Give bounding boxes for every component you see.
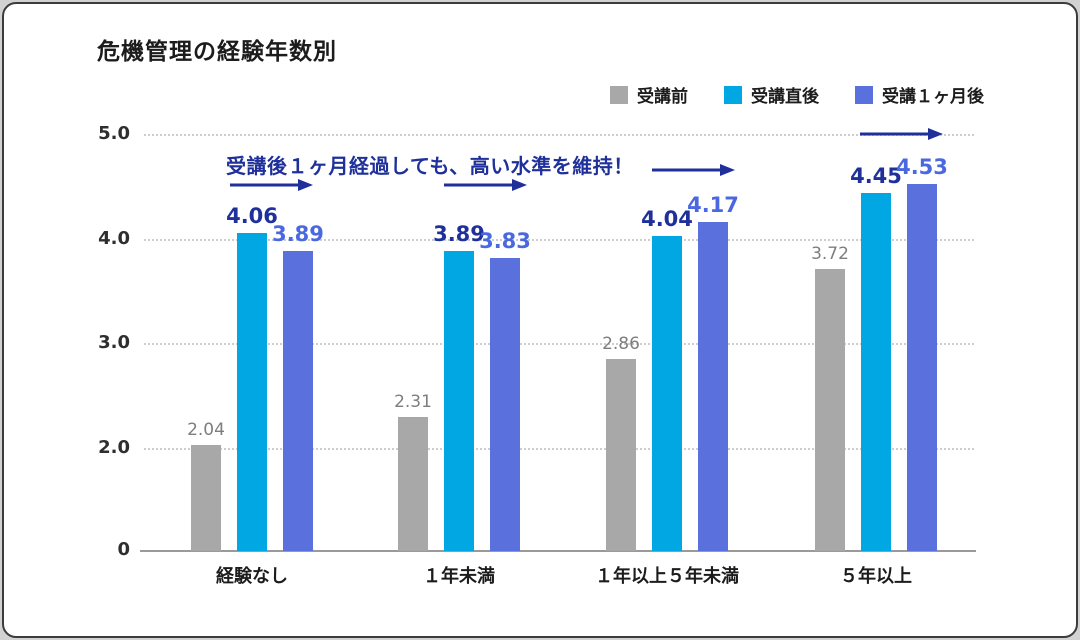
chart-title: 危機管理の経験年数別 (97, 39, 337, 65)
legend-item: 受講前 (610, 82, 688, 107)
bar-value-label: 2.04 (187, 419, 225, 440)
y-tick-label: 2.0 (98, 437, 130, 458)
bar-受講直後-経験なし (237, 233, 267, 551)
bar-value-label: 3.72 (811, 244, 849, 264)
bar-value-label: 4.06 (226, 204, 278, 229)
trend-arrow-icon (444, 179, 527, 191)
bar-受講前-１年以上５年未満 (606, 359, 636, 551)
bar-受講前-経験なし (191, 444, 221, 551)
trend-arrow-icon (860, 128, 943, 140)
legend-swatch-icon (855, 85, 873, 104)
bar-value-label: 4.17 (687, 192, 739, 217)
bar-受講前-１年未満 (398, 416, 428, 551)
bar-受講直後-５年以上 (861, 192, 891, 551)
bar-受講直後-１年未満 (444, 251, 474, 551)
y-tick-label: 5.0 (98, 123, 130, 145)
legend-swatch-icon (610, 85, 628, 104)
legend: 受講前 受講直後 受講１ヶ月後 (610, 82, 984, 107)
legend-label: 受講前 (637, 87, 688, 107)
legend-swatch-icon (724, 85, 742, 104)
bar-value-label: 4.04 (641, 206, 693, 231)
bar-value-label: 4.45 (850, 163, 902, 188)
bar-value-label: 3.83 (479, 228, 531, 253)
gridline (144, 343, 974, 346)
plot-area: 5.0 4.0 3.0 2.0 0 2.04 4.06 3.89 経験なし 2.31 3.89 3.8… (98, 123, 976, 587)
y-tick-label: 0 (117, 539, 130, 560)
bar-value-label: 2.31 (394, 391, 432, 412)
bar-受講１ヶ月後-１年以上５年未満 (698, 221, 728, 551)
bar-受講直後-１年以上５年未満 (652, 235, 682, 551)
legend-item: 受講直後 (724, 82, 819, 107)
bar-value-label: 3.89 (272, 222, 324, 247)
legend-item: 受講１ヶ月後 (855, 82, 984, 107)
bar-受講前-５年以上 (815, 269, 845, 551)
category-label: １年未満 (423, 566, 495, 587)
gridline (144, 448, 974, 450)
legend-label: 受講１ヶ月後 (882, 87, 984, 107)
annotation-text: 受講後１ヶ月経過しても、高い水準を維持！ (226, 154, 634, 178)
category-label: １年以上５年未満 (595, 566, 739, 587)
gridline (144, 134, 974, 137)
y-tick-label: 4.0 (98, 227, 130, 249)
bar-value-label: 3.89 (433, 222, 485, 247)
x-axis-line (140, 550, 976, 552)
gridline (144, 238, 974, 241)
bar-value-label: 4.53 (896, 155, 948, 180)
trend-arrow-icon (230, 179, 313, 191)
bar-value-label: 2.86 (602, 334, 640, 354)
bar-受講１ヶ月後-経験なし (283, 251, 313, 551)
bar-受講１ヶ月後-１年未満 (490, 257, 520, 551)
y-tick-label: 3.0 (98, 332, 130, 354)
category-label: 経験なし (216, 566, 288, 587)
trend-arrow-icon (652, 164, 735, 176)
bar-受講１ヶ月後-５年以上 (907, 184, 937, 551)
legend-label: 受講直後 (751, 87, 819, 107)
category-label: ５年以上 (840, 566, 912, 587)
